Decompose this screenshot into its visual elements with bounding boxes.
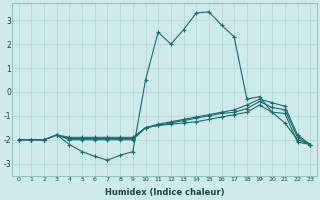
X-axis label: Humidex (Indice chaleur): Humidex (Indice chaleur) [105, 188, 224, 197]
